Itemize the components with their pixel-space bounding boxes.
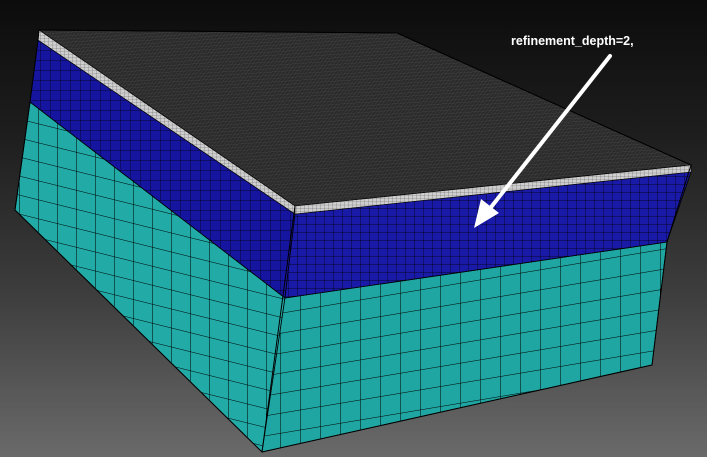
arrow-head-icon: [474, 199, 499, 228]
mesh-front-edge: [261, 205, 296, 453]
refinement-depth-label: refinement_depth=2,: [511, 34, 634, 48]
mesh-right-fine-layer: [294, 164, 692, 215]
annotation-arrow: [486, 54, 612, 213]
mesh-outline: [14, 29, 692, 453]
